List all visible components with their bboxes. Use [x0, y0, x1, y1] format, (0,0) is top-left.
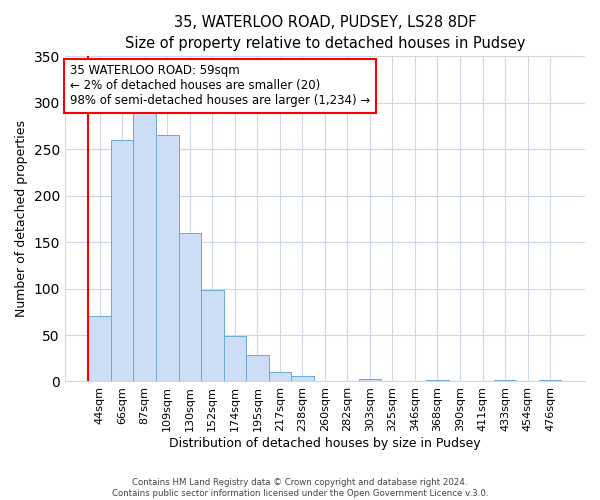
Bar	[314, 380, 336, 382]
Bar	[88, 316, 111, 382]
Bar	[133, 110, 156, 382]
Bar	[246, 354, 269, 382]
Bar	[111, 140, 133, 382]
Bar	[336, 380, 359, 382]
Bar	[449, 380, 471, 382]
Bar	[404, 380, 426, 382]
Text: Contains HM Land Registry data © Crown copyright and database right 2024.
Contai: Contains HM Land Registry data © Crown c…	[112, 478, 488, 498]
Bar	[471, 380, 494, 382]
Title: 35, WATERLOO ROAD, PUDSEY, LS28 8DF
Size of property relative to detached houses: 35, WATERLOO ROAD, PUDSEY, LS28 8DF Size…	[125, 15, 525, 51]
Bar	[156, 136, 179, 382]
Bar	[426, 380, 449, 382]
Y-axis label: Number of detached properties: Number of detached properties	[15, 120, 28, 318]
Bar	[381, 380, 404, 382]
Bar	[201, 290, 224, 382]
Text: 35 WATERLOO ROAD: 59sqm
← 2% of detached houses are smaller (20)
98% of semi-det: 35 WATERLOO ROAD: 59sqm ← 2% of detached…	[70, 64, 370, 108]
Bar	[539, 380, 562, 382]
X-axis label: Distribution of detached houses by size in Pudsey: Distribution of detached houses by size …	[169, 437, 481, 450]
Bar	[269, 372, 291, 382]
Bar	[359, 378, 381, 382]
Bar	[494, 380, 517, 382]
Bar	[517, 380, 539, 382]
Bar	[179, 233, 201, 382]
Bar	[291, 376, 314, 382]
Bar	[224, 336, 246, 382]
